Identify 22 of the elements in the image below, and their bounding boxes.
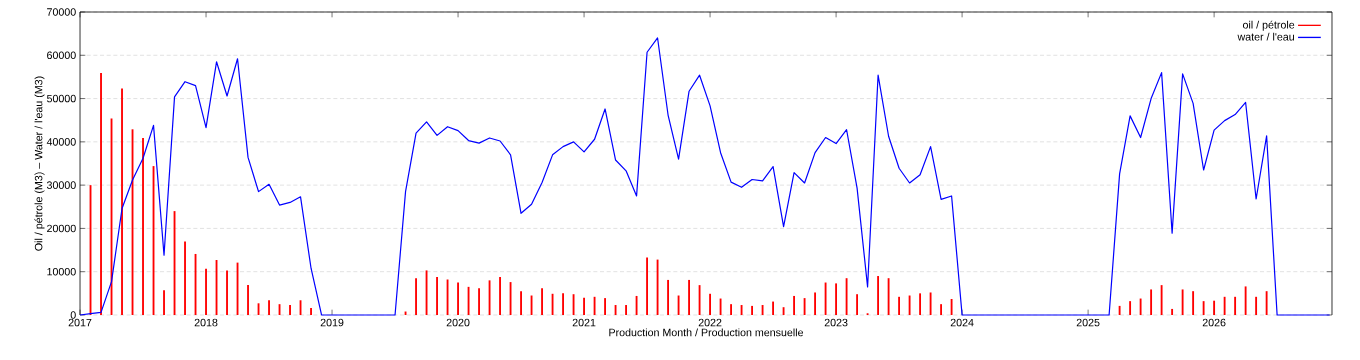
y-tick-label: 30000 <box>46 181 76 189</box>
y-tick-label: 60000 <box>47 51 76 60</box>
x-tick-label: 2018 <box>194 318 218 327</box>
y-axis-title: Oil / pétrole (M3) – Water / l'eau (M3) <box>34 76 45 251</box>
x-tick-label: 2024 <box>950 318 974 327</box>
x-tick-label: 2017 <box>68 318 92 327</box>
y-tick-label: 50000 <box>46 94 76 103</box>
x-tick-label: 2023 <box>824 318 848 327</box>
x-tick-label: 2026 <box>1202 318 1226 327</box>
y-tick-label: 10000 <box>47 267 76 276</box>
y-tick-label: 0 <box>70 311 76 319</box>
x-tick-label: 2020 <box>446 318 470 327</box>
x-axis-title: Production Month / Production mensuelle <box>609 328 804 337</box>
legend-label: oil / pétrole <box>1242 20 1295 31</box>
x-tick-label: 2019 <box>320 318 344 327</box>
x-tick-label: 2025 <box>1076 318 1100 327</box>
x-tick-label: 2021 <box>572 318 596 327</box>
x-tick-label: 2022 <box>698 318 722 327</box>
legend-label: water / l'eau <box>1237 32 1294 41</box>
y-tick-label: 20000 <box>47 224 76 233</box>
y-tick-label: 40000 <box>46 138 76 146</box>
y-tick-label: 70000 <box>47 8 76 16</box>
